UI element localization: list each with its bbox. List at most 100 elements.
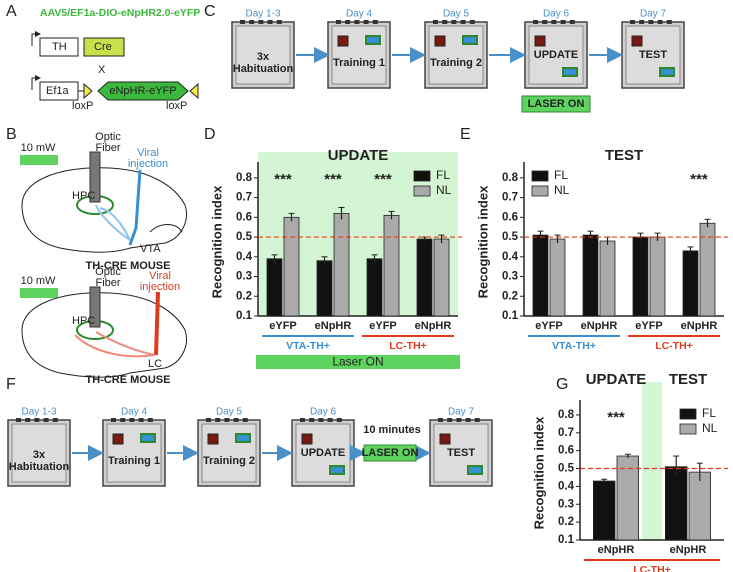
y-axis-label: Recognition index: [209, 185, 224, 298]
stage-label: UPDATE: [301, 447, 345, 459]
day-label: Day 1-3: [21, 407, 56, 418]
x-tick-label: eNpHR: [581, 320, 618, 332]
arena-tab: [111, 418, 116, 422]
injection-label: Viral: [149, 270, 171, 282]
group-label: LC-TH+: [655, 340, 693, 352]
object-a: [112, 433, 124, 445]
stage-label: TEST: [639, 49, 667, 61]
cross: X: [98, 64, 106, 76]
arena-tab: [120, 418, 126, 422]
arena-tab: [336, 20, 341, 24]
arena-tab: [551, 20, 557, 24]
y-tick-label: 0.7: [236, 192, 252, 204]
y-tick-label: 0.3: [236, 271, 252, 283]
laser-box: [363, 444, 417, 462]
day-label: Day 1-3: [245, 9, 280, 20]
banner: [256, 355, 460, 369]
arena-tab: [224, 418, 230, 422]
arena-tab: [657, 20, 663, 24]
gene-box: [83, 37, 125, 57]
object-a: [207, 433, 219, 445]
stage-label: Habituation: [9, 461, 70, 473]
laser-label: LASER ON: [528, 98, 585, 110]
legend-swatch: [413, 170, 431, 182]
injection-label: injection: [128, 158, 168, 170]
x-tick-label: eYFP: [269, 320, 297, 332]
arena-tab: [456, 418, 462, 422]
legend-label: FL: [436, 168, 450, 182]
y-tick-label: 0.4: [502, 251, 519, 263]
object-b: [462, 35, 478, 45]
legend-swatch: [531, 170, 549, 182]
shading: [641, 382, 663, 540]
arena-tab: [258, 20, 264, 24]
x-tick-label: eYFP: [635, 320, 663, 332]
day-label: Day 5: [216, 407, 243, 418]
chart-title: TEST: [669, 371, 707, 388]
significance: ***: [607, 409, 625, 426]
bar-chart: 0.1 0.2 0.3 0.4 0.5 0.6 0.7 0.8 Recognition inde…: [475, 147, 728, 352]
object-b: [329, 465, 345, 475]
significance: ***: [374, 171, 392, 188]
injection-needle: [154, 291, 160, 356]
arena-tab: [469, 20, 475, 24]
y-tick-label: 0.2: [558, 516, 574, 528]
stage-label: Training 2: [203, 455, 255, 467]
bar: [366, 258, 383, 317]
panel-label: B: [6, 126, 17, 143]
object-b: [467, 465, 483, 475]
group-label: VTA-TH+: [552, 340, 596, 352]
laser-box: [521, 95, 591, 113]
mouse-label: TH-CRE MOUSE: [86, 374, 171, 386]
legend-swatch: [679, 423, 697, 435]
arena-tab: [206, 418, 211, 422]
laser-bar: [20, 155, 58, 165]
bar: [416, 238, 433, 317]
stage-label: Training 2: [430, 57, 482, 69]
bar: [532, 234, 549, 317]
arena-tab: [648, 20, 654, 24]
arena-tab: [451, 20, 457, 24]
bar: [316, 260, 333, 317]
power-label: 10 mW: [21, 275, 56, 287]
arena-inner: [106, 423, 162, 483]
bar: [665, 466, 688, 541]
legend-label: NL: [436, 183, 452, 197]
panel-label: D: [204, 126, 216, 143]
bar: [433, 238, 450, 317]
object-b: [365, 35, 381, 45]
bar: [333, 212, 350, 317]
surgery-diagram: 10 mW Optic Fiber Viral injection HPC VT…: [20, 131, 187, 272]
arena-tab: [336, 418, 342, 422]
stage-label: Habituation: [233, 63, 294, 75]
arena-tab: [474, 418, 480, 422]
object-b: [235, 433, 251, 443]
arena-tab: [276, 20, 282, 24]
bar: [593, 480, 616, 541]
arena-tab: [639, 20, 645, 24]
y-tick-label: 0.1: [502, 310, 519, 322]
y-tick-label: 0.3: [558, 498, 574, 510]
stage-label: Training 1: [108, 455, 160, 467]
panel-label: C: [204, 3, 216, 20]
y-tick-label: 0.5: [502, 231, 519, 243]
stage-label: 3x: [257, 51, 270, 63]
object-a: [301, 433, 313, 445]
y-tick-label: 0.7: [558, 427, 574, 439]
panel-label: E: [460, 126, 471, 143]
significance: ***: [274, 171, 292, 188]
region-label: LC: [148, 358, 162, 370]
arena-tab: [52, 418, 58, 422]
projection: [95, 204, 131, 241]
x-tick-label: eNpHR: [315, 320, 352, 332]
arena-tab: [560, 20, 566, 24]
arena-tab: [630, 20, 635, 24]
legend-swatch: [531, 185, 549, 197]
arena-inner: [428, 25, 484, 85]
y-tick-label: 0.1: [236, 310, 253, 322]
object-a: [534, 35, 546, 47]
panel-label: F: [6, 376, 16, 393]
y-tick-label: 0.4: [558, 480, 575, 492]
y-tick-label: 0.7: [502, 192, 518, 204]
arena-tab: [240, 20, 245, 24]
